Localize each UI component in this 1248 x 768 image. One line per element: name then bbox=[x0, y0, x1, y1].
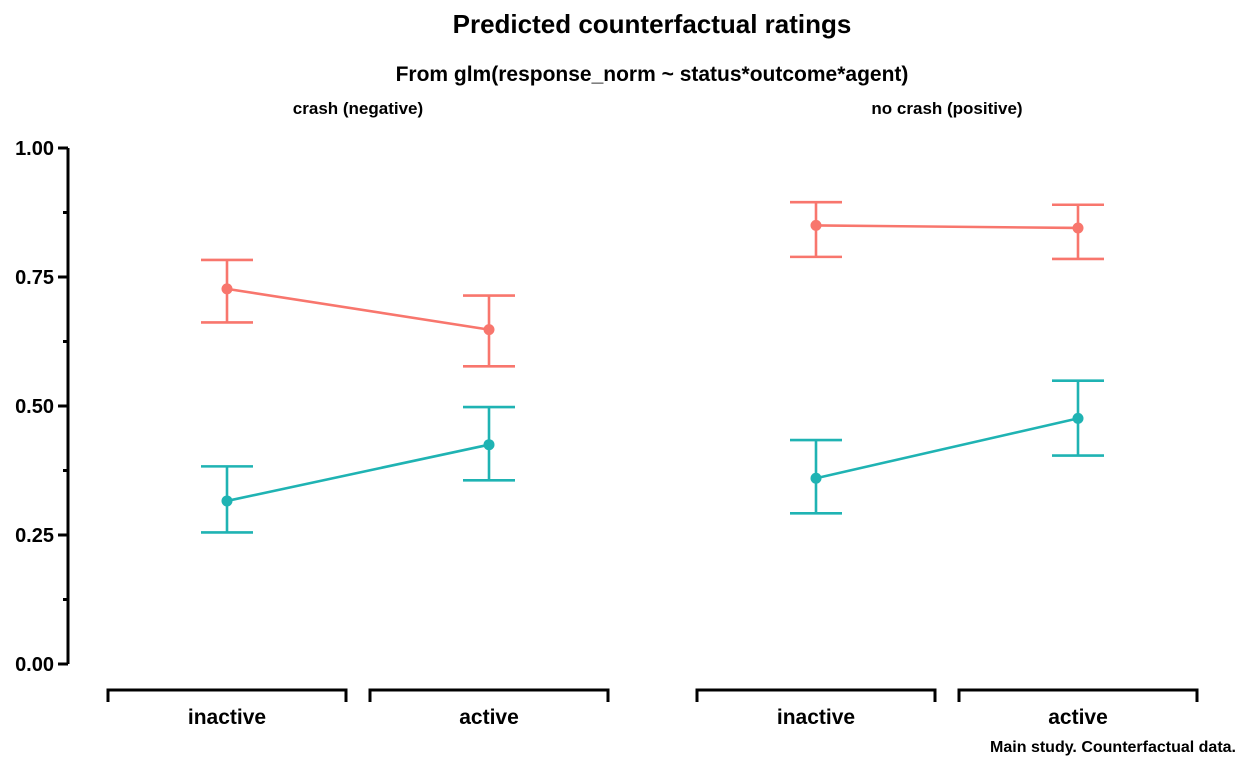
x-axes: inactive active inactive active bbox=[106, 688, 1199, 729]
y-tick-label: 0.50 bbox=[15, 396, 54, 418]
facet-label-crash: crash (negative) bbox=[293, 99, 423, 118]
data-point bbox=[810, 472, 822, 484]
chart-subtitle: From glm(response_norm ~ status*outcome*… bbox=[396, 63, 909, 86]
x-bracket: inactive bbox=[695, 688, 937, 729]
x-tick-label: inactive bbox=[777, 706, 855, 729]
chart-title: Predicted counterfactual ratings bbox=[453, 9, 852, 39]
x-bracket-line bbox=[106, 688, 348, 702]
y-axis: 0.00 0.25 0.50 0.75 1.00 bbox=[15, 138, 70, 676]
y-tick-label: 0.00 bbox=[15, 654, 54, 676]
data-point bbox=[483, 439, 495, 451]
series-line bbox=[226, 443, 490, 503]
x-bracket: active bbox=[368, 688, 610, 729]
series-line bbox=[815, 417, 1079, 480]
data-point bbox=[1072, 412, 1084, 424]
x-bracket: inactive bbox=[106, 688, 348, 729]
x-tick-label: active bbox=[1048, 706, 1108, 729]
data-point bbox=[483, 324, 495, 336]
x-bracket: active bbox=[957, 688, 1199, 729]
x-tick-label: inactive bbox=[188, 706, 266, 729]
x-bracket-line bbox=[368, 688, 610, 702]
x-tick-label: active bbox=[459, 706, 519, 729]
data-point bbox=[1072, 222, 1084, 234]
x-bracket-line bbox=[695, 688, 937, 702]
series-line bbox=[226, 287, 490, 331]
data-point bbox=[221, 283, 233, 295]
y-tick-label: 0.25 bbox=[15, 525, 54, 547]
series-line bbox=[815, 224, 1079, 230]
x-bracket-line bbox=[957, 688, 1199, 702]
plot-area bbox=[201, 200, 1104, 534]
data-point bbox=[221, 495, 233, 507]
y-tick-label: 1.00 bbox=[15, 138, 54, 160]
data-point bbox=[810, 219, 822, 231]
chart-caption: Main study. Counterfactual data. bbox=[990, 739, 1236, 756]
facet-label-no-crash: no crash (positive) bbox=[871, 99, 1022, 118]
y-tick-label: 0.75 bbox=[15, 267, 54, 289]
